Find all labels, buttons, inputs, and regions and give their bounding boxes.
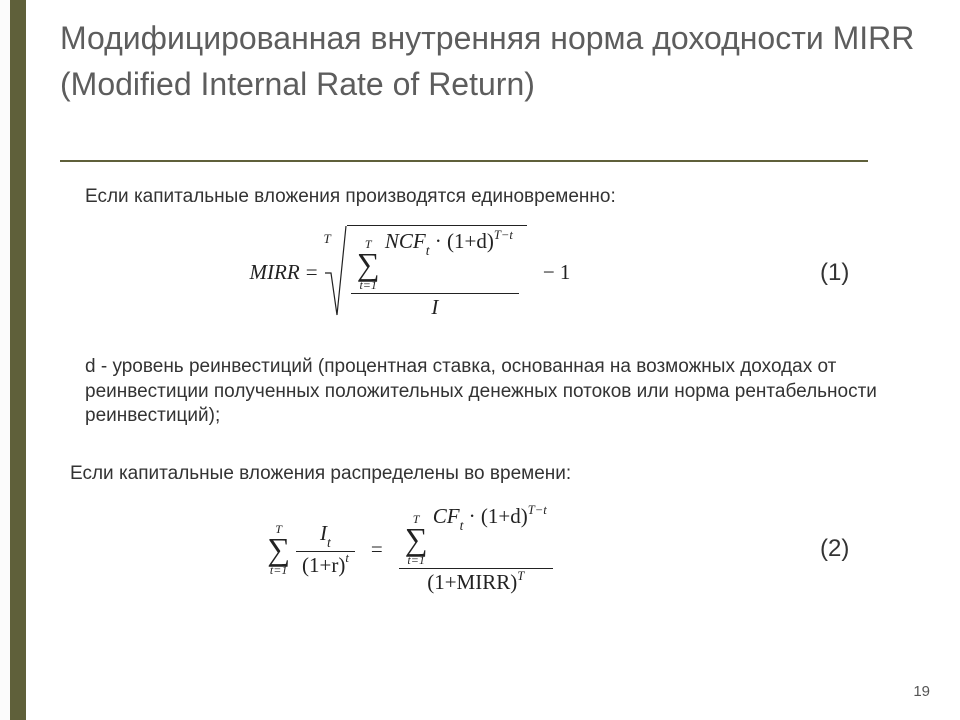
title-underline xyxy=(60,160,868,162)
f2r-sum-lower: t=1 xyxy=(407,554,424,566)
f1-radical: T T ∑ xyxy=(324,225,527,321)
f2l-sum-lower: t=1 xyxy=(270,564,287,576)
formula-1-label: (1) xyxy=(820,259,960,287)
f1-tail: − 1 xyxy=(543,260,571,285)
f2l-num-base: I xyxy=(320,521,327,545)
sigma-icon: ∑ xyxy=(405,525,428,554)
slide-title: Модифицированная внутренняя норма доходн… xyxy=(60,15,920,108)
f1-factor-exp: T−t xyxy=(494,228,513,242)
f1-sum: T ∑ t=1 xyxy=(357,238,380,291)
formula-2: T ∑ t=1 It (1+r)t = xyxy=(267,505,553,594)
f2-left-frac: It (1+r)t xyxy=(296,522,355,576)
f2l-num-sub: t xyxy=(327,535,331,550)
formula-2-row: T ∑ t=1 It (1+r)t = xyxy=(0,505,960,594)
formula-1: MIRR = T xyxy=(250,225,571,321)
text-d-definition: d - уровень реинвестиций (процентная ста… xyxy=(85,355,915,429)
f2r-den-base: (1+MIRR) xyxy=(427,570,517,594)
f2-left-sum: T ∑ t=1 xyxy=(267,523,290,576)
formula-1-row: MIRR = T xyxy=(0,225,960,321)
formula-2-label: (2) xyxy=(820,535,960,563)
dot-op: · xyxy=(435,229,442,253)
f2-right-frac: T ∑ t=1 CFt · (1+d)T−t (1+MIRR)T xyxy=(399,505,553,594)
f1-ncf: NCF xyxy=(385,229,426,253)
f2r-cf-sub: t xyxy=(460,518,464,533)
f1-root-index: T xyxy=(324,231,331,247)
f1-denominator: I xyxy=(425,296,444,319)
f2r-den-exp: T xyxy=(517,569,524,583)
page-number: 19 xyxy=(913,683,930,700)
slide: Модифицированная внутренняя норма доходн… xyxy=(0,0,960,720)
f2l-den-exp: t xyxy=(345,551,349,565)
sigma-icon: ∑ xyxy=(267,535,290,564)
text-above-formula-1: Если капитальные вложения производятся е… xyxy=(85,185,915,210)
f2l-den-base: (1+r) xyxy=(302,553,345,577)
equals-sign: = xyxy=(371,537,383,562)
sidebar-accent xyxy=(10,0,26,720)
sigma-icon: ∑ xyxy=(357,250,380,279)
f1-factor-base: (1+d) xyxy=(447,229,494,253)
dot-op: · xyxy=(469,504,476,528)
f2r-factor-exp: T−t xyxy=(528,503,547,517)
f1-ncf-sub: t xyxy=(426,243,430,258)
f2-right-sum: T ∑ t=1 xyxy=(405,513,428,566)
f1-lhs: MIRR xyxy=(250,260,300,285)
f2r-factor-base: (1+d) xyxy=(481,504,528,528)
f2r-cf: CF xyxy=(433,504,460,528)
text-above-formula-2: Если капитальные вложения распределены в… xyxy=(70,462,920,487)
f1-fraction: T ∑ t=1 NCFt · (1+d)T−t I xyxy=(351,230,519,319)
equals-sign: = xyxy=(306,260,318,285)
f1-sum-lower: t=1 xyxy=(359,279,376,291)
